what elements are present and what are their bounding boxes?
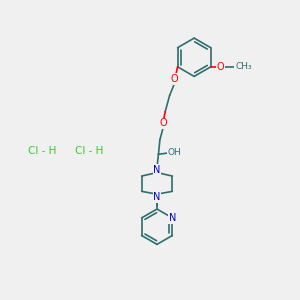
Text: O: O xyxy=(170,74,178,84)
Text: O: O xyxy=(159,118,167,128)
Text: Cl - H: Cl - H xyxy=(28,146,57,157)
Text: O: O xyxy=(217,62,224,72)
Text: OH: OH xyxy=(168,148,182,157)
Text: N: N xyxy=(169,213,176,223)
Text: Cl - H: Cl - H xyxy=(76,146,104,157)
Text: N: N xyxy=(153,165,161,175)
Text: N: N xyxy=(153,192,161,202)
Text: CH₃: CH₃ xyxy=(235,62,252,71)
